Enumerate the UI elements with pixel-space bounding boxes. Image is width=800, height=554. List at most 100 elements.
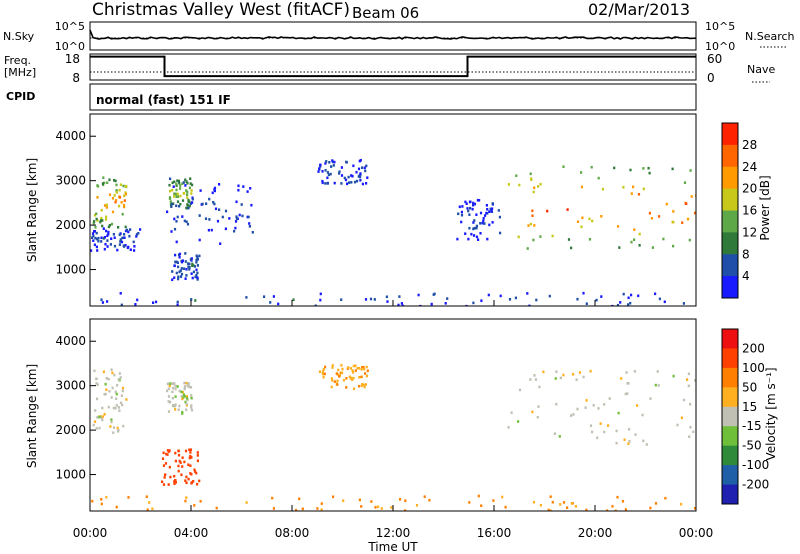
power-cell [115, 189, 118, 192]
velocity-cell [335, 372, 338, 375]
velocity-cell [623, 438, 626, 441]
power-cell [355, 170, 358, 174]
velocity-cell [342, 499, 345, 502]
velocity-cell [164, 473, 167, 476]
power-cell [622, 292, 625, 296]
velocity-cell [404, 509, 407, 511]
velocity-cell [551, 500, 554, 504]
power-cell [94, 236, 97, 240]
velocity-cell [185, 481, 188, 485]
power-cell [468, 213, 471, 216]
velocity-cell [589, 424, 593, 427]
power-cell [246, 190, 249, 193]
velocity-cell [95, 382, 98, 385]
power-cell [97, 236, 100, 240]
power-cell [340, 298, 343, 301]
velocity-cell [122, 424, 125, 428]
power-cell [359, 172, 362, 175]
power-cell [189, 182, 192, 185]
power-cell [329, 172, 332, 176]
power-cell [580, 225, 583, 229]
velocity-cell [272, 507, 275, 510]
velocity-cell [332, 495, 335, 499]
velocity-cell [614, 509, 617, 511]
power-cell [152, 301, 155, 304]
power-cell [333, 160, 336, 164]
power-cell [171, 278, 174, 281]
power-cell [122, 184, 125, 188]
power-cell [184, 277, 187, 280]
power-cell [95, 217, 98, 221]
velocity-cell [322, 375, 325, 379]
velocity-cell [649, 506, 652, 510]
power-cell [248, 222, 251, 225]
power-cell [537, 185, 540, 188]
velocity-cell [146, 508, 149, 511]
power-cell [166, 210, 169, 214]
velocity-cell [174, 451, 177, 455]
colorbar-tick-label: 24 [742, 160, 757, 174]
velocity-cell [107, 377, 110, 381]
velocity-cell [196, 451, 199, 454]
power-cell [658, 215, 661, 218]
velocity-cell [110, 420, 113, 424]
power-cell [174, 192, 178, 196]
velocity-cell [510, 411, 513, 414]
noise-search-label: N.Search [745, 30, 795, 43]
power-cell [324, 162, 327, 165]
velocity-cell [189, 386, 193, 389]
power-cell [188, 186, 191, 190]
power-cell [235, 217, 238, 221]
power-cell [671, 167, 674, 171]
power-cell [684, 201, 687, 205]
power-cell [321, 170, 324, 173]
power-cell [682, 302, 685, 305]
power-cell [183, 219, 186, 223]
velocity-cell [181, 456, 184, 459]
velocity-cell [190, 404, 193, 407]
velocity-cell [358, 498, 361, 502]
velocity-cell [93, 420, 97, 423]
velocity-cell [190, 408, 194, 412]
power-cell [123, 199, 126, 202]
power-cell [100, 216, 103, 220]
power-cell [400, 302, 403, 305]
velocity-cell [120, 394, 123, 397]
velocity-cell [193, 504, 196, 507]
velocity-cell [163, 476, 166, 479]
power-cell [101, 301, 104, 304]
velocity-cell [534, 378, 538, 381]
power-cell [250, 203, 253, 207]
velocity-cell [171, 386, 175, 390]
freq-line [90, 55, 696, 78]
power-cell [471, 207, 474, 211]
power-cell [169, 200, 172, 203]
y-tick-label: 4000 [55, 334, 86, 348]
power-cell [662, 237, 665, 241]
power-cell [104, 242, 107, 246]
velocity-cell [145, 495, 148, 498]
power-cell [465, 304, 468, 306]
velocity-cell [107, 405, 110, 409]
power-cell [482, 219, 485, 223]
power-cell [672, 210, 675, 213]
velocity-cell [190, 481, 193, 485]
power-cell [199, 189, 202, 192]
power-cell [127, 245, 130, 249]
velocity-cell [345, 386, 348, 389]
power-cell [345, 160, 348, 164]
velocity-cell [166, 382, 169, 386]
power-cell [627, 303, 630, 306]
power-cell [116, 248, 119, 252]
velocity-cell [199, 500, 202, 503]
power-cell [123, 233, 126, 236]
velocity-cell [597, 407, 600, 410]
velocity-cell [94, 409, 97, 412]
velocity-cell [354, 369, 357, 372]
x-tick-label: 00:00 [73, 526, 108, 540]
velocity-cell [538, 385, 541, 389]
colorbar-swatch [722, 329, 738, 349]
velocity-cell [566, 506, 569, 509]
nave-tick-bottom: 0 [707, 71, 715, 85]
